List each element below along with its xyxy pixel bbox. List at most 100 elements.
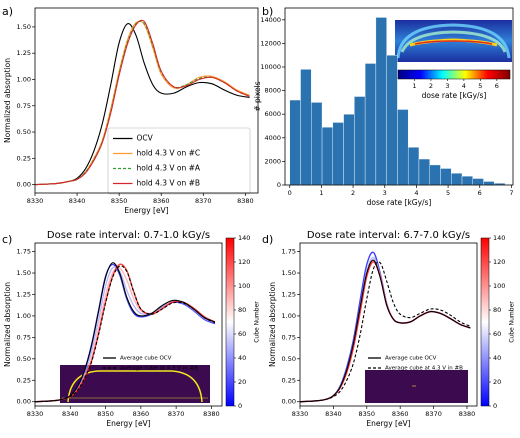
panel: c) Dose rate interval: 0.7-1.0 kGy/s Avera… (2, 230, 261, 428)
legend-label: hold 4.3 V on #C (137, 149, 201, 158)
y-tick-label: 0.00 (17, 181, 31, 189)
x-tick-label: 8350 (97, 410, 114, 418)
histogram-bar (429, 164, 441, 186)
colorbar-tick-label: 60 (493, 330, 501, 338)
histogram-bar (289, 99, 301, 186)
x-tick-label: 8350 (111, 197, 128, 205)
colorbar-tick-label: 0 (493, 402, 497, 410)
y-tick-label: 14000 (260, 16, 281, 24)
y-axis-label: # pixels (253, 81, 262, 111)
legend-label: Average cube OCV (385, 356, 437, 362)
x-tick-label: 4 (414, 189, 418, 197)
colorbar (397, 69, 511, 80)
y-tick-label: 1.50 (17, 269, 31, 277)
histogram-bar (483, 181, 495, 186)
legend-label: OCV (137, 134, 154, 143)
panel: a) OCV hold 4.3 V on #C hold 4.3 V on #A hol… (2, 5, 259, 215)
histogram-bar (311, 102, 323, 186)
x-tick-label: 8380 (459, 410, 476, 418)
colorbar-tick-label: 140 (238, 234, 250, 242)
x-axis-label: Energy [eV] (366, 419, 410, 428)
histogram-bar (472, 178, 484, 186)
legend-label: hold 4.3 V on #A (137, 164, 201, 173)
histogram-bar (440, 168, 452, 186)
y-tick-label: 6000 (264, 110, 281, 118)
x-tick-label: 8380 (203, 410, 220, 418)
axes-frame (34, 242, 223, 407)
histogram-bar (407, 147, 420, 186)
panel: d) Dose rate interval: 6.7-7.0 kGy/s Avera… (262, 230, 516, 428)
histogram-bar (386, 55, 398, 186)
y-tick-label: 2000 (264, 157, 281, 165)
x-tick-label: 6 (478, 189, 482, 197)
histogram-bar (300, 69, 312, 186)
colorbar-tick-label: 0 (238, 402, 242, 410)
x-axis-label: dose rate [kGy/s] (367, 198, 432, 207)
x-axis-label: Energy [eV] (124, 206, 168, 215)
colorbar-label: Cube Number (254, 301, 261, 343)
spectrum-line (299, 261, 471, 403)
x-tick-label: 0 (288, 189, 292, 197)
y-axis-label: Normalized absorption (268, 282, 277, 367)
y-tick-label: 0.25 (282, 376, 296, 384)
legend-label: Average cube OCV (120, 356, 172, 362)
histogram-bar (418, 158, 430, 186)
spectrum-line (34, 23, 250, 186)
colorbar-tick-label: 100 (238, 282, 250, 290)
x-axis-label: Energy [eV] (106, 419, 150, 428)
colorbar-tick-label: 5 (478, 82, 482, 90)
y-tick-label: 0.75 (282, 333, 296, 341)
y-axis-label: Normalized absorption (3, 282, 12, 367)
y-tick-label: 0.25 (17, 376, 31, 384)
colorbar-tick-label: 20 (493, 378, 501, 386)
panel-label: d) (262, 233, 273, 246)
y-tick-label: 1.00 (282, 312, 296, 320)
x-tick-label: 2 (351, 189, 355, 197)
x-tick-label: 8340 (69, 197, 86, 205)
x-tick-label: 8360 (153, 197, 170, 205)
colorbar-tick-label: 6 (495, 82, 499, 90)
histogram-bar (451, 172, 463, 186)
spectrum-line (34, 262, 216, 403)
x-tick-label: 8370 (168, 410, 185, 418)
y-tick-label: 1.00 (17, 75, 31, 83)
colorbar-tick-label: 2 (429, 82, 433, 90)
y-tick-label: 1.75 (17, 248, 31, 256)
y-tick-label: 0.50 (17, 355, 31, 363)
y-tick-label: 1.25 (17, 290, 31, 298)
x-tick-label: 8340 (325, 410, 342, 418)
x-tick-label: 8330 (292, 410, 309, 418)
y-axis-label: Normalized absorption (3, 58, 12, 143)
panel-label: b) (262, 5, 273, 18)
map-inset-d (365, 370, 468, 403)
colorbar-tick-label: 120 (238, 258, 250, 266)
spectrum-line (34, 265, 216, 403)
histogram-bar (375, 17, 387, 186)
colorbar-tick-label: 140 (493, 234, 505, 242)
x-tick-label: 8370 (425, 410, 442, 418)
colorbar-tick-label: 1 (412, 82, 416, 90)
x-tick-label: 8330 (27, 197, 44, 205)
y-tick-label: 1.25 (17, 49, 31, 57)
panel-label: a) (2, 5, 13, 18)
x-tick-label: 8340 (62, 410, 79, 418)
panel: b) 0 1 2 3 4 5 6 7 0 2000 4000 6000 8000 10000 12000 140… (253, 5, 513, 207)
y-tick-label: 0.25 (17, 154, 31, 162)
histogram-bar (343, 113, 355, 186)
y-tick-label: 0.00 (282, 398, 296, 406)
y-tick-label: 0.00 (17, 398, 31, 406)
histogram-bar (364, 63, 377, 186)
histogram-bar (397, 109, 409, 186)
histogram-bar (332, 122, 344, 186)
y-tick-label: 1.00 (17, 312, 31, 320)
colorbar-label: Cube Number (509, 301, 516, 343)
y-tick-label: 1.50 (282, 269, 296, 277)
legend-label: Average cube at 4.3 V in #B (385, 366, 463, 372)
y-tick-label: 0.50 (17, 128, 31, 136)
x-tick-label: 8360 (133, 410, 150, 418)
x-tick-label: 3 (383, 189, 387, 197)
y-tick-label: 1.75 (282, 248, 296, 256)
x-tick-label: 8350 (359, 410, 376, 418)
x-tick-label: 8380 (237, 197, 254, 205)
colorbar-tick-label: 3 (445, 82, 449, 90)
